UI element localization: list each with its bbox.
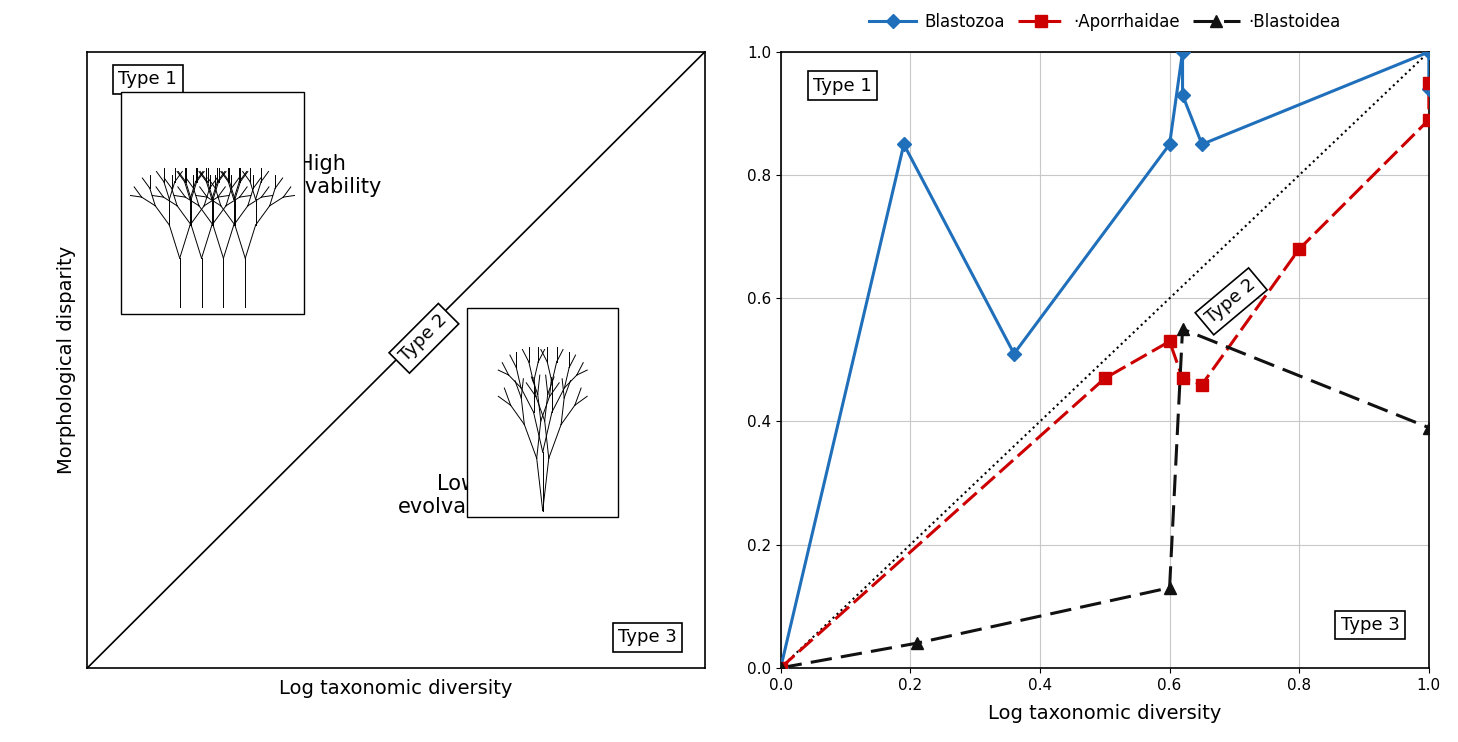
Text: Low
evolvability: Low evolvability	[398, 473, 518, 517]
Text: Type 3: Type 3	[1341, 616, 1400, 634]
X-axis label: Log taxonomic diversity: Log taxonomic diversity	[280, 679, 513, 698]
Text: Type 2: Type 2	[1203, 275, 1260, 327]
Text: Type 1: Type 1	[118, 70, 176, 88]
Text: Type 3: Type 3	[618, 628, 677, 646]
FancyBboxPatch shape	[467, 307, 618, 517]
Text: Type 2: Type 2	[397, 311, 451, 366]
Legend: Blastozoa, ·Aporrhaidae, ·Blastoidea: Blastozoa, ·Aporrhaidae, ·Blastoidea	[863, 6, 1347, 37]
Text: High
evolvability: High evolvability	[262, 154, 382, 197]
FancyBboxPatch shape	[121, 92, 303, 314]
X-axis label: Log taxonomic diversity: Log taxonomic diversity	[989, 703, 1222, 723]
Text: Type 1: Type 1	[814, 76, 872, 94]
Y-axis label: Morphological disparity: Morphological disparity	[57, 246, 76, 474]
